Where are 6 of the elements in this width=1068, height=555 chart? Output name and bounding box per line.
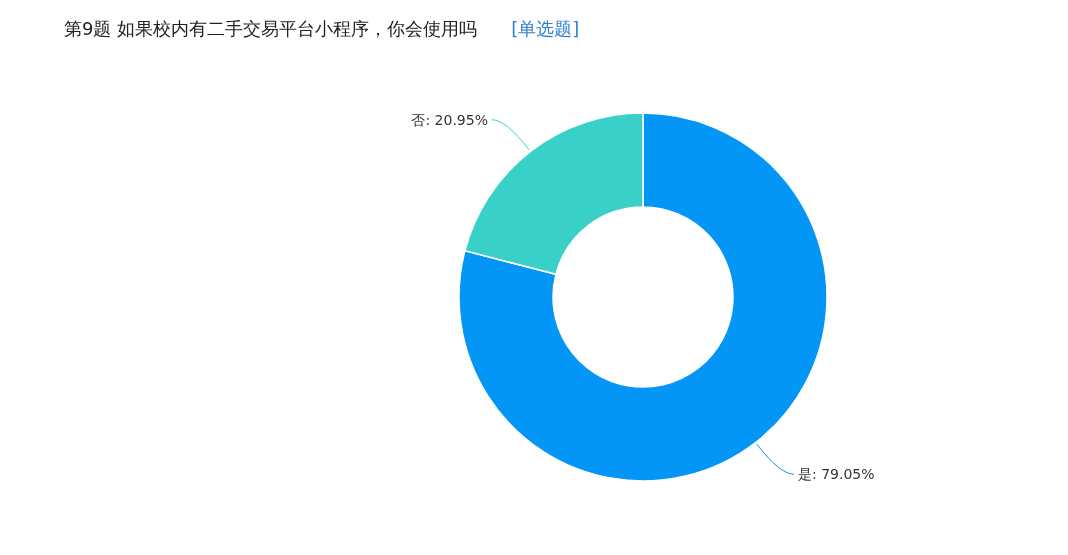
data-label: : 20.95%: [425, 111, 488, 128]
chart-title: 第9题 如果校内有二手交易平台小程序，你会使用吗: [64, 18, 478, 39]
slice-label: 否: [411, 111, 426, 128]
data-label: : 79.05%: [812, 466, 875, 483]
chart-subtitle: [单选题]: [511, 18, 580, 39]
slice-label: 是: [798, 466, 813, 483]
